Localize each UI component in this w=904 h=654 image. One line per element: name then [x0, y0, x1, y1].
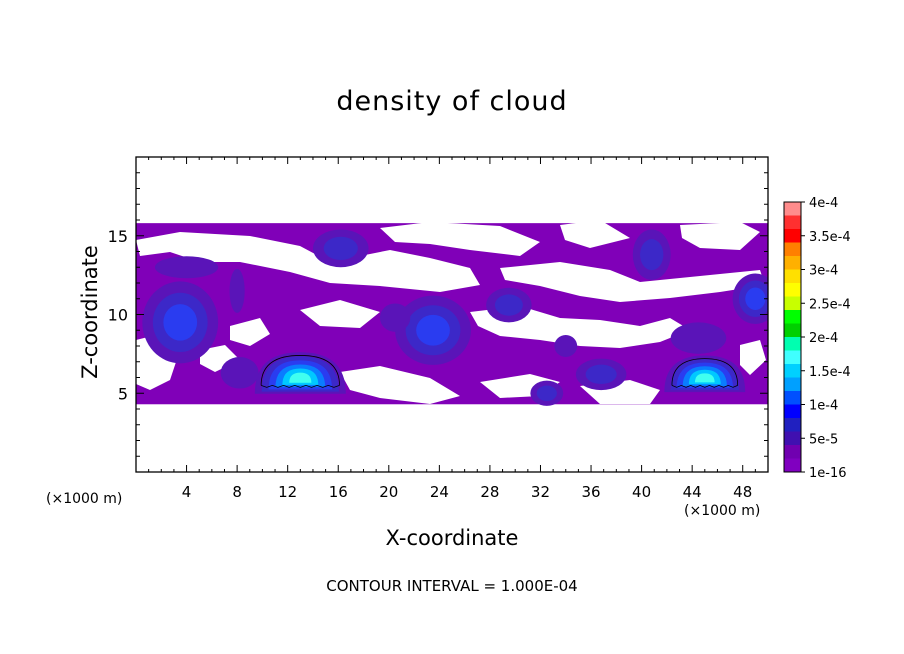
colorbar-swatch: [784, 337, 801, 351]
x-axis-label: X-coordinate: [385, 526, 519, 550]
density-contour-fill: [640, 239, 664, 271]
colorbar-label: 5e-5: [809, 432, 838, 447]
colorbar-swatch: [784, 458, 801, 473]
chart-title: density of cloud: [336, 86, 568, 117]
colorbar-label: 1e-16: [809, 466, 847, 481]
clear-air-region: [740, 340, 766, 375]
colorbar-swatch: [784, 445, 801, 459]
contour-line: [671, 358, 739, 386]
colorbar-swatch: [784, 242, 801, 257]
colorbar-swatch: [784, 269, 801, 284]
density-contour-fill: [220, 357, 259, 389]
colorbar-swatch: [784, 323, 801, 338]
colorbar-swatch: [784, 215, 801, 230]
y-tick-label: 15: [108, 227, 128, 246]
density-contour-fill: [585, 364, 617, 385]
colorbar-label: 2e-4: [809, 331, 838, 346]
colorbar-swatch: [784, 296, 801, 311]
clear-air-region: [340, 366, 460, 404]
y-tick-label: 10: [108, 306, 128, 325]
clear-air-region: [230, 318, 270, 346]
clear-air-region: [680, 222, 760, 250]
x-tick-label: 48: [733, 483, 752, 501]
x-tick-label: 24: [430, 483, 449, 501]
colorbar-swatch: [784, 431, 801, 446]
y-tick-label: 5: [118, 384, 128, 403]
x-axis-ticks: 4 8 12 16 20 24 28 32 36 40 44 48: [148, 157, 756, 501]
colorbar-label: 1.5e-4: [809, 365, 851, 380]
colorbar-label: 2.5e-4: [809, 297, 851, 312]
clear-air-region: [380, 222, 540, 256]
density-contour-fill: [163, 304, 198, 341]
density-contour-fill: [379, 303, 411, 332]
density-contour-fill: [694, 373, 715, 383]
colorbar-label: 1e-4: [809, 399, 838, 414]
x-tick-label: 20: [379, 483, 398, 501]
x-tick-label: 32: [531, 483, 550, 501]
clear-air-lower: [136, 405, 768, 472]
colorbar-swatch: [784, 364, 801, 378]
density-contour-fill: [323, 236, 358, 260]
colorbar: 4e-4 3.5e-4 3e-4 2.5e-4 2e-4 1.5e-4 1e-4 5e-5 1e…: [783, 196, 851, 481]
x-unit-label-right: (×1000 m): [684, 503, 761, 519]
x-unit-label-left: (×1000 m): [46, 491, 123, 507]
colorbar-label: 3.5e-4: [809, 230, 851, 245]
density-contour-fill: [494, 294, 523, 316]
x-tick-label: 28: [480, 483, 499, 501]
colorbar-label: 3e-4: [809, 264, 838, 279]
colorbar-swatch: [784, 256, 801, 270]
colorbar-swatch: [784, 229, 801, 243]
x-tick-label: 44: [683, 483, 702, 501]
contour-line: [261, 384, 340, 388]
density-contour-fill: [745, 287, 766, 310]
colorbar-swatch: [784, 377, 801, 392]
colorbar-swatch: [784, 310, 801, 324]
y-axis-label: Z-coordinate: [78, 245, 102, 379]
contour-line: [260, 355, 340, 386]
colorbar-swatch: [784, 418, 801, 432]
density-contour-fill: [229, 268, 245, 313]
density-contour-fill: [416, 314, 450, 346]
x-tick-label: 8: [232, 483, 242, 501]
plot-area: [136, 220, 768, 472]
clear-air-region: [136, 232, 480, 292]
y-axis-ticks: 5 10 15: [108, 172, 768, 457]
colorbar-swatch: [784, 202, 801, 216]
contour-line: [671, 384, 738, 388]
clear-air-region: [500, 262, 765, 302]
x-tick-label: 16: [329, 483, 348, 501]
clear-air-region: [200, 345, 240, 372]
density-contour-fill: [154, 256, 219, 279]
density-contour-fill: [554, 334, 578, 358]
clear-air-region: [300, 300, 380, 328]
density-contour-fill: [289, 372, 312, 383]
density-contour-fill: [536, 385, 557, 402]
x-tick-label: 12: [278, 483, 297, 501]
colorbar-swatch: [784, 391, 801, 405]
colorbar-swatch: [784, 350, 801, 365]
clear-air-region: [560, 220, 630, 248]
colorbar-label: 4e-4: [809, 196, 838, 211]
x-tick-label: 40: [632, 483, 651, 501]
colorbar-swatch: [784, 283, 801, 297]
contour-interval-note: CONTOUR INTERVAL = 1.000E-04: [326, 577, 578, 595]
x-tick-label: 36: [581, 483, 600, 501]
colorbar-swatch: [784, 404, 801, 419]
density-contour-fill: [670, 322, 727, 354]
x-tick-label: 4: [182, 483, 192, 501]
